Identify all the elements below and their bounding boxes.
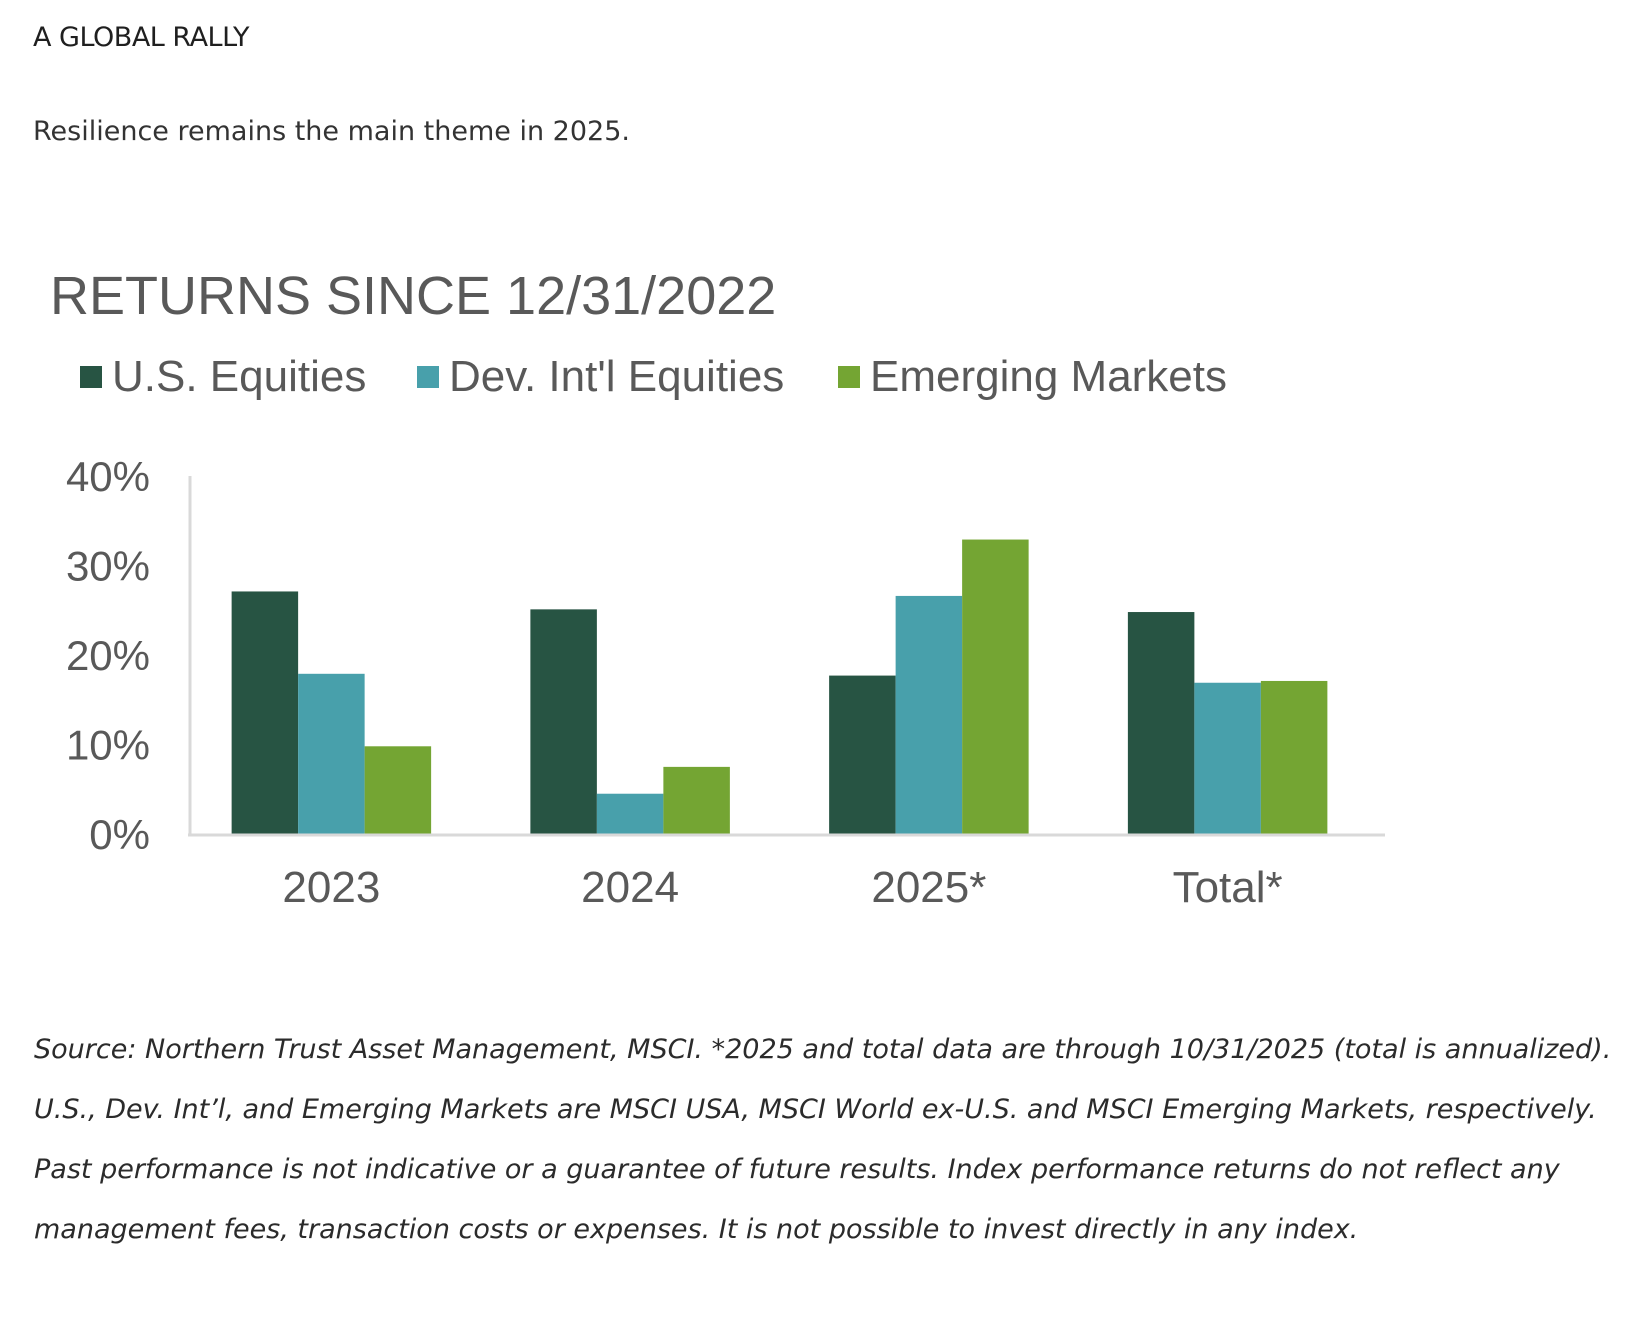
legend-label: Dev. Int'l Equities bbox=[449, 352, 784, 401]
bar-2023-series-2 bbox=[364, 746, 432, 834]
bar-Total-series-2 bbox=[1260, 680, 1328, 834]
y-axis: 0% 10% 20% 30% 40% bbox=[66, 453, 192, 858]
legend-label: U.S. Equities bbox=[112, 352, 366, 401]
y-tick-label: 40% bbox=[66, 453, 150, 500]
legend-item-0: U.S. Equities bbox=[80, 352, 366, 401]
x-tick-label: 2023 bbox=[282, 863, 380, 912]
x-tick-label: 2024 bbox=[581, 863, 679, 912]
bar-2024-series-0 bbox=[530, 609, 597, 834]
bar-2023-series-1 bbox=[298, 673, 365, 834]
bar-2025-series-1 bbox=[895, 595, 963, 834]
bar-Total-series-1 bbox=[1194, 682, 1261, 834]
source-footnote: Source: Northern Trust Asset Management,… bbox=[34, 1034, 1612, 1245]
bars-group bbox=[231, 539, 1328, 834]
legend-swatch bbox=[838, 366, 860, 388]
x-axis: 2023 2024 2025* Total* bbox=[188, 833, 1385, 912]
chart-title: RETURNS SINCE 12/31/2022 bbox=[50, 266, 776, 326]
bar-2025-series-0 bbox=[829, 675, 896, 834]
chart-legend: U.S. Equities Dev. Int'l Equities Emerging… bbox=[80, 352, 1227, 401]
y-tick-label: 30% bbox=[66, 543, 150, 590]
legend-item-1: Dev. Int'l Equities bbox=[417, 352, 784, 401]
returns-bar-chart: RETURNS SINCE 12/31/2022 U.S. Equities De… bbox=[50, 266, 1385, 912]
bar-2024-series-2 bbox=[663, 766, 730, 834]
bar-2023-series-0 bbox=[231, 591, 299, 834]
x-tick-label: 2025* bbox=[871, 863, 986, 912]
y-tick-label: 0% bbox=[89, 811, 150, 858]
legend-swatch bbox=[417, 366, 439, 388]
y-tick-label: 10% bbox=[66, 722, 150, 769]
legend-label: Emerging Markets bbox=[870, 352, 1227, 401]
bar-2025-series-2 bbox=[962, 539, 1029, 834]
kicker-title: A GLOBAL RALLY bbox=[33, 22, 250, 53]
legend-swatch bbox=[80, 366, 102, 388]
subtitle: Resilience remains the main theme in 202… bbox=[33, 116, 630, 147]
legend-item-2: Emerging Markets bbox=[838, 352, 1227, 401]
bar-Total-series-0 bbox=[1127, 612, 1195, 834]
bar-2024-series-1 bbox=[596, 793, 664, 834]
x-tick-label: Total* bbox=[1173, 863, 1283, 912]
y-tick-label: 20% bbox=[66, 632, 150, 679]
